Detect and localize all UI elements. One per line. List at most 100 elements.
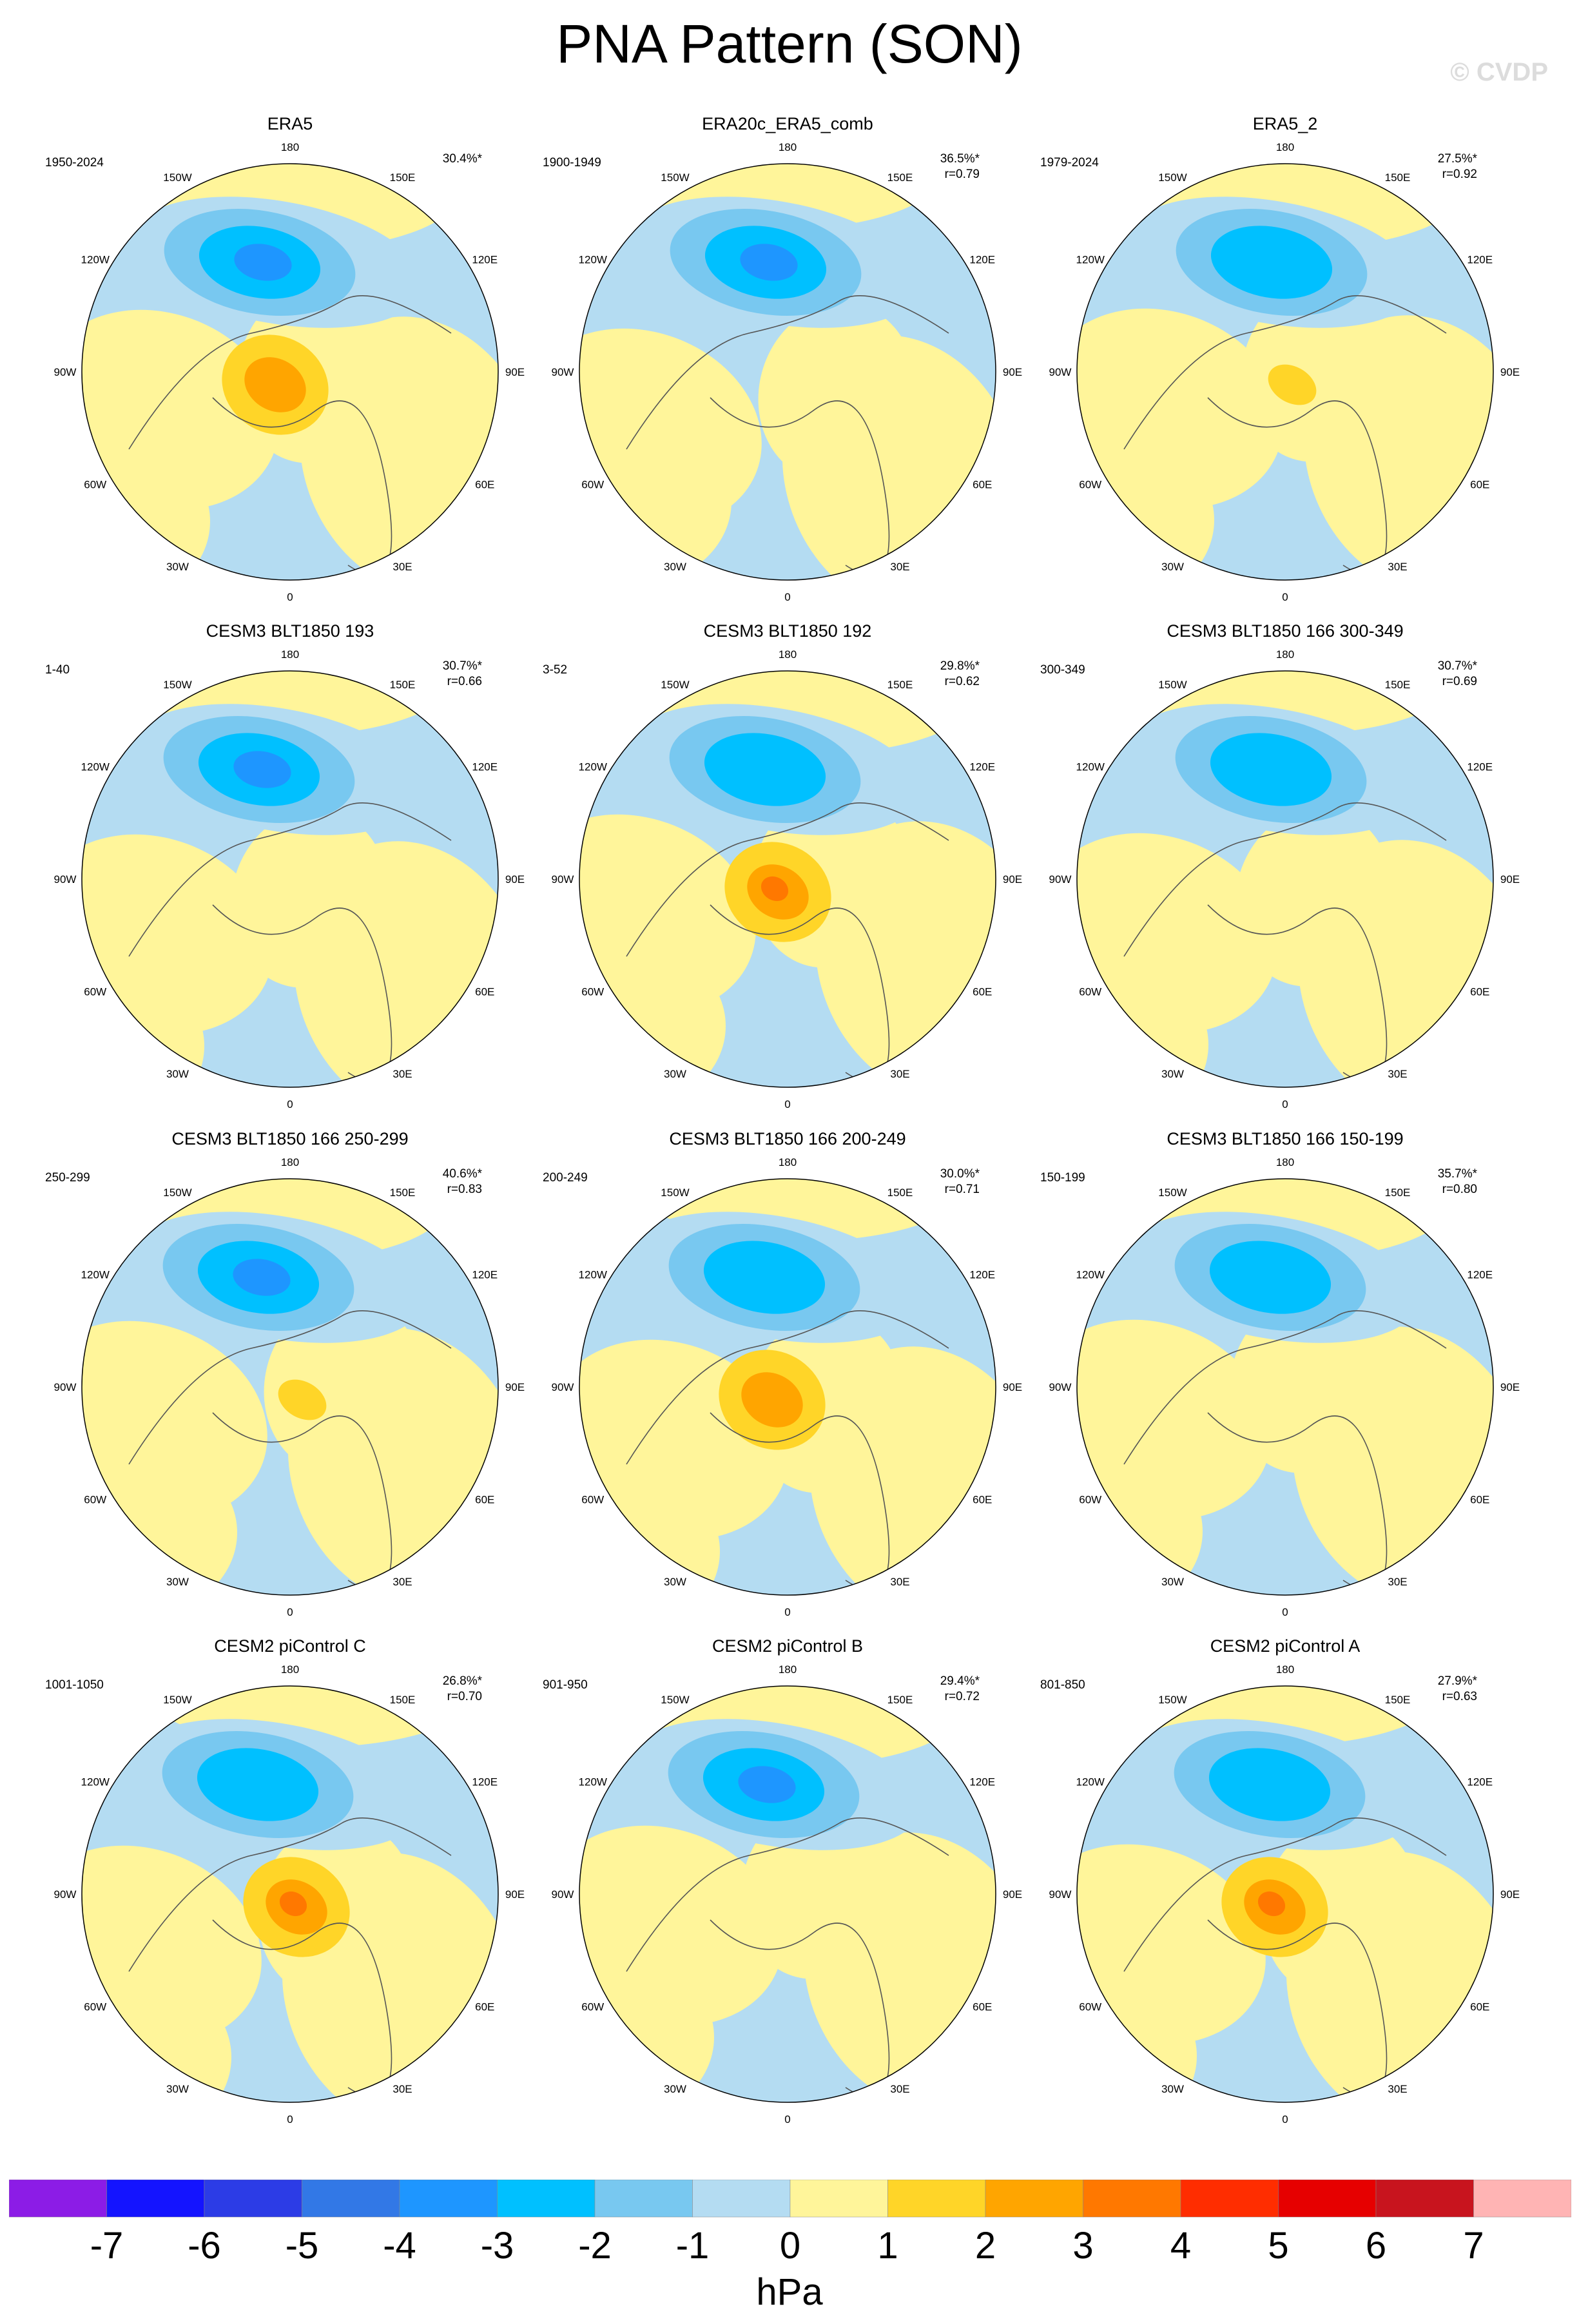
colorbar-tick-label: -5 [285, 2225, 319, 2267]
longitude-label: 90W [552, 1381, 574, 1393]
longitude-label: 180 [281, 1663, 299, 1676]
pattern-correlation: r=0.62 [944, 675, 980, 688]
longitude-label: 120E [969, 761, 995, 773]
map-boundary [579, 670, 996, 1088]
explained-variance: 27.9%* [1437, 1674, 1477, 1688]
longitude-label: 90E [1003, 873, 1022, 886]
colorbar-segment [302, 2180, 400, 2218]
low-contour-3 [740, 244, 798, 281]
low-contour-3 [738, 1766, 796, 1803]
longitude-label: 120W [1076, 761, 1105, 773]
stats-label: 29.4%* r=0.72 [940, 1674, 980, 1705]
longitude-label: 90E [1500, 873, 1520, 886]
longitude-label: 120W [579, 1776, 607, 1788]
longitude-label: 0 [287, 1606, 293, 1618]
longitude-label: 30E [392, 1576, 412, 1588]
longitude-label: 60E [475, 986, 494, 998]
longitude-label: 0 [287, 591, 293, 603]
stats-label: 29.8%* r=0.62 [940, 659, 980, 690]
explained-variance: 30.7%* [442, 659, 482, 673]
longitude-label: 60W [1079, 986, 1101, 998]
longitude-label: 60W [1079, 1494, 1101, 1506]
panel-title: CESM2 piControl C [214, 1636, 366, 1656]
longitude-label: 0 [1282, 1098, 1288, 1110]
longitude-label: 120W [579, 1269, 607, 1281]
longitude-label: 30W [1161, 2083, 1184, 2095]
longitude-label: 90W [54, 1381, 77, 1393]
period-label: 1001-1050 [45, 1678, 104, 1692]
colorbar-tick-label: 2 [974, 2225, 996, 2267]
longitude-label: 120W [81, 254, 110, 266]
longitude-label: 0 [784, 1098, 790, 1110]
panel-title: CESM3 BLT1850 166 300-349 [1167, 621, 1404, 641]
longitude-label: 30W [664, 2083, 686, 2095]
longitude-label: 120E [472, 1269, 498, 1281]
longitude-label: 90E [1500, 1888, 1520, 1901]
longitude-label: 60E [973, 2001, 992, 2013]
positive-anomaly-region [579, 814, 756, 1015]
longitude-label: 30W [664, 1576, 686, 1588]
longitude-label: 30W [1161, 1068, 1184, 1080]
longitude-label: 30E [1388, 561, 1407, 573]
longitude-label: 120E [1467, 254, 1493, 266]
low-contour-3 [233, 1259, 291, 1296]
polar-map: 180 150E 120E 90E 60E 30E 0 30W 60W 90W 120W 150W [552, 1663, 1023, 2125]
period-label: 1950-2024 [45, 156, 104, 169]
pattern-correlation: r=0.72 [944, 1690, 980, 1703]
map-panel: 180 150E 120E 90E 60E 30E 0 30W 60W 90W 120W 150W CE… [1040, 1128, 1530, 1637]
low-contour-2 [703, 1241, 826, 1314]
colorbar-tick-label: -3 [480, 2225, 514, 2267]
longitude-label: 90E [1003, 1888, 1022, 1901]
longitude-label: 60E [973, 479, 992, 491]
high-contour-3 [760, 876, 789, 902]
period-label: 901-950 [543, 1678, 588, 1692]
period-label: 150-199 [1040, 1171, 1085, 1185]
explained-variance: 26.8%* [442, 1674, 482, 1688]
longitude-label: 30W [1161, 561, 1184, 573]
polar-map: 180 150E 120E 90E 60E 30E 0 30W 60W 90W 120W 150W [552, 648, 1023, 1110]
colorbar-tick-label: 5 [1268, 2225, 1289, 2267]
longitude-label: 90E [1500, 1381, 1520, 1393]
longitude-label: 150E [390, 171, 416, 184]
longitude-label: 0 [1282, 591, 1288, 603]
colorbar-segment [106, 2180, 205, 2218]
positive-anomaly-region [1235, 808, 1392, 987]
longitude-label: 150W [163, 1694, 191, 1706]
pattern-correlation: r=0.92 [1442, 168, 1477, 181]
longitude-label: 0 [784, 2113, 790, 2125]
positive-anomaly-region [1262, 1819, 1419, 1998]
longitude-label: 120E [969, 1269, 995, 1281]
map-panel: 180 150E 120E 90E 60E 30E 0 30W 60W 90W 120W 150W CE… [543, 620, 1032, 1129]
map-panel: 180 150E 120E 90E 60E 30E 0 30W 60W 90W 120W 150W CE… [45, 1128, 535, 1637]
low-contour-3 [234, 244, 292, 281]
longitude-label: 120W [1076, 254, 1105, 266]
longitude-label: 180 [779, 141, 797, 153]
longitude-label: 150W [1158, 1694, 1187, 1706]
longitude-label: 150E [887, 171, 913, 184]
low-contour-2 [197, 1748, 319, 1821]
longitude-label: 90W [1049, 873, 1072, 886]
longitude-label: 0 [784, 591, 790, 603]
longitude-label: 120E [472, 1776, 498, 1788]
positive-anomaly-region [579, 418, 731, 580]
longitude-label: 90E [1003, 366, 1022, 378]
colorbar-segment [1375, 2180, 1474, 2218]
longitude-label: 60W [84, 986, 106, 998]
longitude-label: 90E [505, 366, 525, 378]
low-contour-3 [233, 751, 291, 788]
stats-label: 30.7%* r=0.66 [443, 659, 482, 690]
stats-label: 27.9%* r=0.63 [1438, 1674, 1477, 1705]
explained-variance: 29.4%* [940, 1674, 980, 1688]
map-boundary [579, 1178, 996, 1596]
longitude-label: 30E [392, 2083, 412, 2095]
period-label: 801-850 [1040, 1678, 1085, 1692]
pattern-correlation: r=0.79 [944, 168, 980, 181]
map-boundary [1076, 163, 1494, 581]
longitude-label: 180 [779, 1663, 797, 1676]
map-panel: 180 150E 120E 90E 60E 30E 0 30W 60W 90W 120W 150W CE… [1040, 1635, 1530, 2144]
colorbar-tick-label: 0 [779, 2225, 801, 2267]
colorbar-segment [1473, 2180, 1571, 2218]
longitude-label: 30E [890, 1068, 909, 1080]
map-boundary [579, 1685, 996, 2103]
colorbar-tick-label: -7 [90, 2225, 124, 2267]
